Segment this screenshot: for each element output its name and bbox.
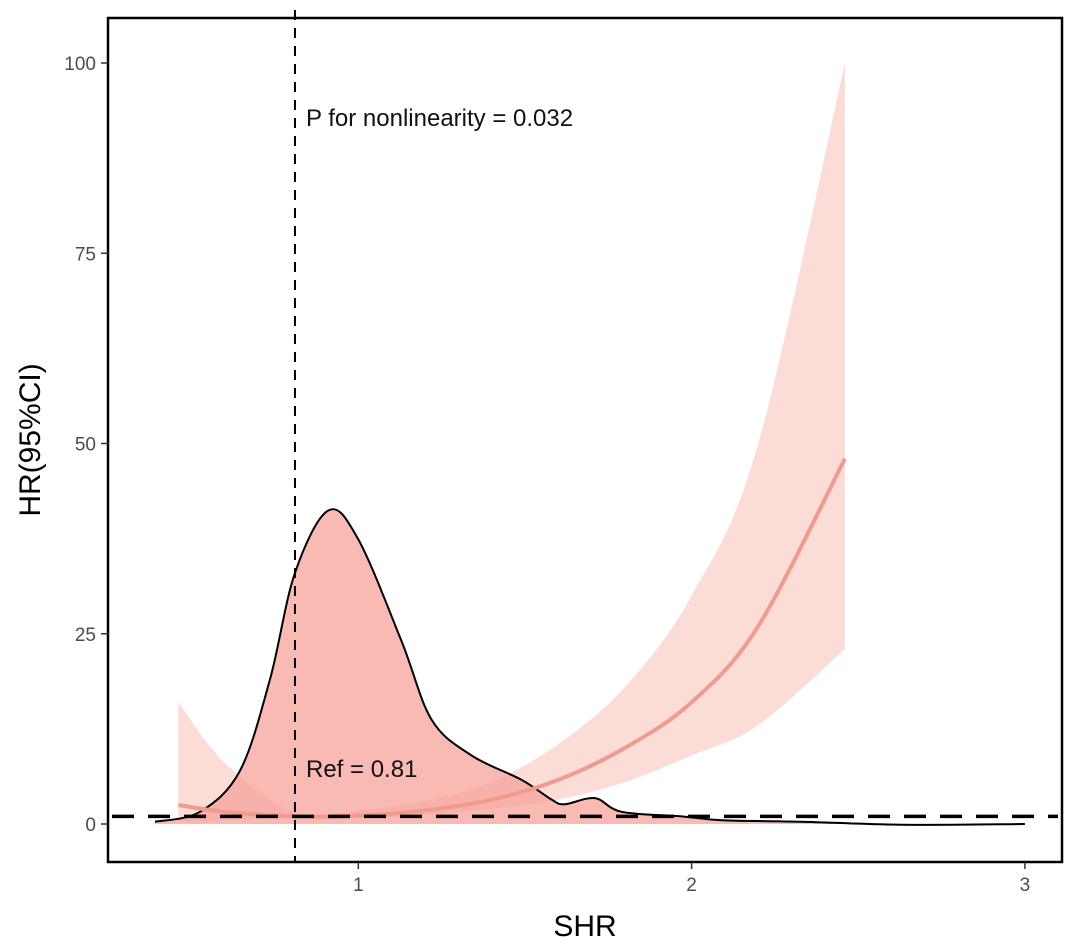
density-area (154, 509, 1025, 825)
y-axis-label: HR(95%CI) (14, 363, 47, 516)
y-tick-label: 50 (75, 435, 96, 456)
hr-spline-line (178, 457, 847, 819)
plot-border (106, 16, 1064, 864)
x-tick-label: 3 (1020, 875, 1031, 896)
x-tick-label: 1 (353, 875, 364, 896)
density-outline (154, 508, 1025, 826)
y-tick-label: 75 (75, 244, 96, 265)
y-tick-label: 100 (64, 54, 96, 75)
p-nonlinearity-annotation: P for nonlinearity = 0.032 (306, 105, 573, 132)
x-axis-label: SHR (553, 910, 616, 943)
x-tick-label: 2 (686, 875, 697, 896)
y-tick-label: 25 (75, 625, 96, 646)
confidence-ribbon (178, 63, 845, 822)
y-tick-label: 0 (85, 815, 96, 836)
ref-annotation: Ref = 0.81 (306, 756, 417, 783)
